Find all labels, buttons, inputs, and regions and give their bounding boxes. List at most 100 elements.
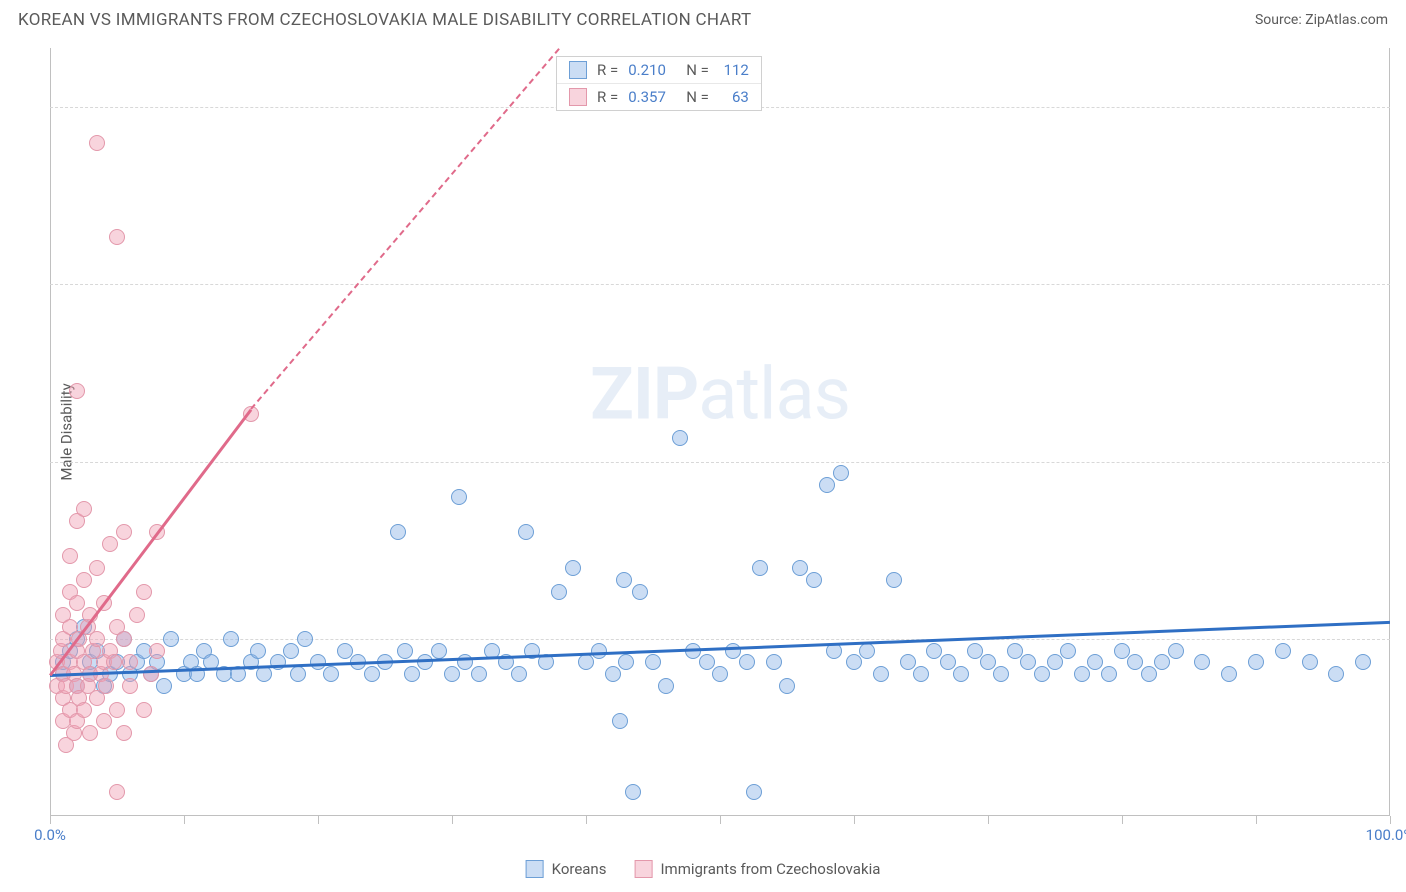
scatter-point-koreans: [518, 524, 534, 540]
chart-header: KOREAN VS IMMIGRANTS FROM CZECHOSLOVAKIA…: [0, 0, 1406, 36]
legend-item-immigrants: Immigrants from Czechoslovakia: [634, 860, 880, 878]
scatter-point-immigrants: [102, 536, 118, 552]
scatter-point-koreans: [578, 654, 594, 670]
scatter-point-koreans: [297, 631, 313, 647]
scatter-point-koreans: [390, 524, 406, 540]
scatter-point-koreans: [833, 465, 849, 481]
scatter-point-koreans: [337, 643, 353, 659]
scatter-point-koreans: [739, 654, 755, 670]
swatch-icon: [634, 860, 652, 878]
n-label: N =: [686, 61, 709, 79]
n-label: N =: [686, 88, 709, 106]
scatter-point-koreans: [270, 654, 286, 670]
scatter-point-koreans: [625, 784, 641, 800]
scatter-point-koreans: [1060, 643, 1076, 659]
trend-line: [49, 409, 252, 676]
scatter-point-immigrants: [89, 135, 105, 151]
scatter-point-koreans: [859, 643, 875, 659]
scatter-point-koreans: [591, 643, 607, 659]
n-value: 63: [719, 88, 749, 106]
scatter-point-koreans: [256, 666, 272, 682]
scatter-point-koreans: [364, 666, 380, 682]
stats-row: R =0.357N =63: [557, 83, 761, 110]
scatter-point-koreans: [1328, 666, 1344, 682]
scatter-point-koreans: [672, 430, 688, 446]
r-value: 0.357: [628, 88, 676, 106]
scatter-point-immigrants: [62, 548, 78, 564]
x-tick: [1122, 816, 1123, 824]
scatter-point-koreans: [1074, 666, 1090, 682]
scatter-point-koreans: [993, 666, 1009, 682]
scatter-point-koreans: [290, 666, 306, 682]
scatter-point-immigrants: [116, 631, 132, 647]
chart-title: KOREAN VS IMMIGRANTS FROM CZECHOSLOVAKIA…: [18, 10, 751, 30]
scatter-point-immigrants: [136, 702, 152, 718]
scatter-point-koreans: [632, 584, 648, 600]
scatter-point-koreans: [250, 643, 266, 659]
scatter-point-koreans: [940, 654, 956, 670]
scatter-point-koreans: [1101, 666, 1117, 682]
scatter-point-koreans: [404, 666, 420, 682]
scatter-point-immigrants: [89, 560, 105, 576]
scatter-point-koreans: [752, 560, 768, 576]
scatter-point-koreans: [451, 489, 467, 505]
x-tick: [318, 816, 319, 824]
x-tick: [854, 816, 855, 824]
scatter-point-koreans: [1007, 643, 1023, 659]
scatter-point-koreans: [616, 572, 632, 588]
scatter-point-koreans: [511, 666, 527, 682]
scatter-point-koreans: [792, 560, 808, 576]
scatter-point-koreans: [913, 666, 929, 682]
chart-source: Source: ZipAtlas.com: [1255, 12, 1388, 28]
scatter-point-koreans: [444, 666, 460, 682]
scatter-point-koreans: [699, 654, 715, 670]
scatter-point-koreans: [967, 643, 983, 659]
x-tick: [1390, 816, 1391, 824]
scatter-point-koreans: [618, 654, 634, 670]
scatter-point-koreans: [417, 654, 433, 670]
x-tick: [1256, 816, 1257, 824]
scatter-point-koreans: [1194, 654, 1210, 670]
plot-region: ZIPatlas 15.0%30.0%45.0%60.0%0.0%100.0%: [50, 48, 1390, 816]
scatter-point-immigrants: [76, 702, 92, 718]
scatter-point-immigrants: [122, 678, 138, 694]
scatter-point-immigrants: [69, 383, 85, 399]
x-tick: [720, 816, 721, 824]
scatter-point-koreans: [926, 643, 942, 659]
x-tick: [184, 816, 185, 824]
x-tick-label: 0.0%: [34, 826, 66, 844]
bottom-legend: Koreans Immigrants from Czechoslovakia: [526, 860, 881, 878]
x-tick: [50, 816, 51, 824]
scatter-point-immigrants: [76, 572, 92, 588]
stats-row: R =0.210N =112: [557, 57, 761, 83]
stats-box: R =0.210N =112R = 0.357 N = 63: [556, 56, 762, 111]
legend-label: Koreans: [552, 860, 607, 878]
scatter-point-koreans: [953, 666, 969, 682]
scatter-point-koreans: [873, 666, 889, 682]
watermark: ZIPatlas: [590, 351, 850, 436]
scatter-point-koreans: [980, 654, 996, 670]
chart-area: Male Disability ZIPatlas 15.0%30.0%45.0%…: [50, 48, 1390, 816]
scatter-point-koreans: [1248, 654, 1264, 670]
scatter-point-koreans: [471, 666, 487, 682]
scatter-point-immigrants: [69, 595, 85, 611]
scatter-point-immigrants: [109, 702, 125, 718]
r-label: R =: [597, 61, 618, 79]
scatter-point-koreans: [1168, 643, 1184, 659]
scatter-point-koreans: [1141, 666, 1157, 682]
scatter-point-immigrants: [82, 725, 98, 741]
scatter-point-koreans: [1221, 666, 1237, 682]
gridline: [50, 639, 1390, 640]
swatch-icon: [526, 860, 544, 878]
scatter-point-immigrants: [122, 654, 138, 670]
scatter-point-koreans: [1114, 643, 1130, 659]
scatter-point-koreans: [1034, 666, 1050, 682]
scatter-point-koreans: [766, 654, 782, 670]
scatter-point-koreans: [1355, 654, 1371, 670]
scatter-point-immigrants: [116, 725, 132, 741]
trend-line: [250, 48, 560, 410]
scatter-point-koreans: [645, 654, 661, 670]
scatter-point-koreans: [323, 666, 339, 682]
scatter-point-koreans: [431, 643, 447, 659]
scatter-point-koreans: [746, 784, 762, 800]
